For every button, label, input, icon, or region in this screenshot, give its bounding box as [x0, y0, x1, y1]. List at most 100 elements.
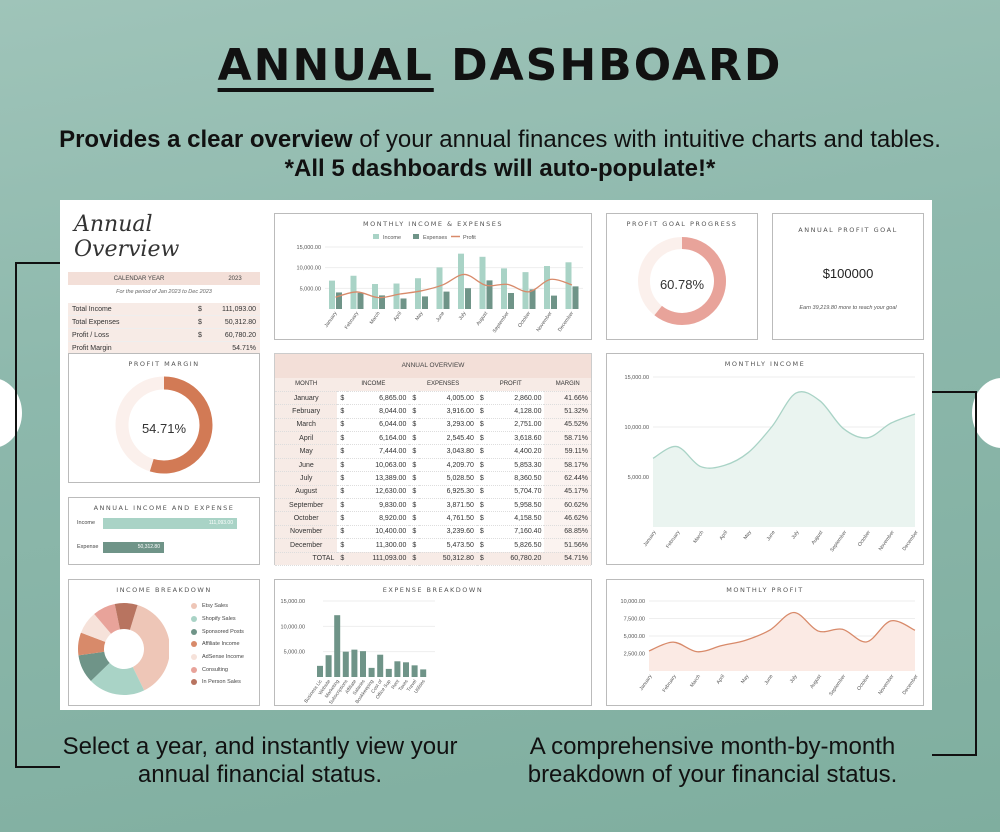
overview-row: Total Income $111,093.00: [68, 303, 260, 316]
table-cell-margin: 46.62%: [544, 511, 591, 526]
left-nav-circle[interactable]: [0, 378, 22, 448]
table-cell-currency: $: [476, 471, 487, 486]
table-cell-currency: $: [409, 511, 420, 526]
table-cell-month: February: [275, 404, 338, 419]
profit-goal-title: PROFIT GOAL PROGRESS: [626, 220, 738, 228]
annual-goal-value: $100000: [822, 266, 874, 281]
expense-bar: [336, 292, 342, 309]
table-cell-value: 5,704.70: [486, 485, 545, 500]
income-bar: [458, 253, 464, 309]
area-fill: [653, 391, 915, 527]
table-row: August $12,630.00 $6,925.30 $5,704.70 45.17%: [275, 485, 591, 500]
income-legend-label: Affiliate Income: [202, 641, 240, 648]
income-legend-item: Etsy Sales: [191, 600, 244, 613]
table-cell-currency: $: [337, 391, 348, 406]
x-tick-label: April: [718, 530, 729, 542]
annual-table-header-row: MONTH INCOME EXPENSES PROFIT MARGIN: [275, 378, 591, 392]
table-cell-currency: $: [337, 552, 348, 566]
table-total-margin: 54.71%: [544, 552, 591, 566]
y-tick-label: 10,000.00: [625, 425, 649, 431]
y-tick-label: 7,500.00: [624, 617, 645, 623]
table-row: September $9,830.00 $3,871.50 $5,958.50 60.6…: [275, 498, 591, 513]
table-cell-currency: $: [409, 404, 420, 419]
monthly-income-card: MONTHLY INCOME 15,000.00 10,000.00 5,000.0…: [606, 353, 924, 565]
right-callout-line-bottom: [932, 754, 977, 756]
income-legend-label: In Person Sales: [202, 679, 241, 686]
expense-bar: [394, 661, 401, 677]
y-tick-label: 10,000.00: [281, 624, 305, 630]
monthly-income-expenses-card: MONTHLY INCOME & EXPENSES 15,000.00 10,00…: [274, 213, 592, 340]
x-tick-label: April: [716, 674, 727, 686]
table-cell-currency: $: [409, 444, 420, 459]
income-bar: [565, 262, 572, 309]
y-tick-label: 2,500.00: [624, 652, 645, 658]
table-cell-currency: $: [409, 552, 420, 566]
y-tick-label: 5,000.00: [284, 650, 305, 656]
table-cell-value: 5,826.50: [486, 538, 545, 553]
dashboard-board: Annual Overview CALENDAR YEAR 2023 For t…: [60, 200, 932, 710]
income-legend-label: Shopify Sales: [202, 616, 236, 623]
x-tick-label: October: [857, 529, 872, 547]
monthly-income-chart: 15,000.00 10,000.00 5,000.00 January Februar…: [625, 375, 920, 553]
x-tick-label: February: [344, 310, 361, 330]
calendar-year-row[interactable]: CALENDAR YEAR 2023: [68, 272, 260, 285]
expense-breakdown-title: EXPENSE BREAKDOWN: [382, 586, 484, 594]
table-total-value: 60,780.20: [486, 552, 545, 566]
table-cell-currency: $: [337, 485, 348, 500]
table-total-value: 111,093.00: [347, 552, 410, 566]
table-cell-currency: $: [337, 444, 348, 459]
income-breakdown-card: INCOME BREAKDOWN Etsy Sales Shopify Sales…: [68, 579, 260, 706]
calendar-year-label: CALENDAR YEAR: [113, 275, 165, 282]
annual-table: MONTH INCOME EXPENSES PROFIT MARGIN January $6…: [275, 378, 591, 566]
x-tick-label: November: [877, 673, 895, 696]
income-expense-card: ANNUAL INCOME AND EXPENSE Income 111,093…: [68, 497, 260, 565]
table-cell-currency: $: [337, 525, 348, 540]
overview-row-value: 111,093.00: [222, 305, 256, 313]
table-cell-currency: $: [476, 552, 487, 566]
table-cell-margin: 41.66%: [544, 391, 591, 406]
area-line: [648, 611, 916, 653]
expense-bar: [508, 292, 514, 309]
table-cell-margin: 51.56%: [544, 538, 591, 553]
x-tick-label: March: [692, 530, 705, 545]
table-cell-value: 4,158.50: [486, 511, 545, 526]
overview-row-label: Profit Margin: [72, 344, 112, 352]
table-cell-month: November: [275, 525, 338, 540]
calendar-year-value[interactable]: 2023: [228, 275, 242, 282]
x-tick-label: October: [856, 673, 871, 691]
x-tick-label: May: [414, 310, 425, 322]
overview-summary: Annual Overview CALENDAR YEAR 2023 For t…: [68, 206, 260, 355]
expense-bar: [379, 295, 385, 309]
x-tick-label: September: [829, 529, 848, 553]
table-cell-currency: $: [337, 431, 348, 446]
income-legend-item: Affiliate Income: [191, 638, 244, 651]
income-bar: [393, 283, 400, 309]
x-tick-label: August: [811, 529, 825, 546]
table-total-row: TOTAL $111,093.00 $50,312.80 $60,780.20 54.7…: [275, 552, 591, 566]
subtitle: Provides a clear overview of your annual…: [40, 125, 960, 183]
table-cell-value: 4,400.20: [486, 444, 545, 459]
subtitle-bold-2: *All 5 dashboards will auto-populate!*: [284, 155, 716, 182]
title-part-dashboard: DASHBOARD: [433, 40, 783, 91]
table-cell-currency: $: [337, 458, 348, 473]
table-cell-currency: $: [337, 498, 348, 513]
y-tick-label: 10,000.00: [297, 266, 321, 272]
table-cell-currency: $: [337, 418, 348, 433]
x-tick-label: June: [763, 674, 774, 687]
monthly-profit-chart: 10,000.00 7,500.00 5,000.00 2,500.00 January…: [621, 599, 920, 697]
overview-row-label: Total Income: [72, 305, 112, 313]
table-row: January $6,865.00 $4,005.00 $2,860.00 41.66%: [275, 391, 591, 406]
profit-margin-donut: [115, 376, 213, 474]
table-cell-value: 12,630.00: [347, 485, 410, 500]
overview-row-currency: $: [198, 305, 202, 313]
table-cell-value: 4,761.50: [419, 511, 477, 526]
table-total-label: TOTAL: [275, 552, 338, 566]
x-tick-label: November: [535, 310, 553, 333]
table-cell-value: 7,160.40: [486, 525, 545, 540]
expense-bar: [325, 655, 332, 677]
x-tick-label: September: [828, 673, 847, 697]
table-row: May $7,444.00 $3,043.80 $4,400.20 59.11%: [275, 444, 591, 459]
table-cell-currency: $: [476, 498, 487, 513]
table-cell-value: 4,209.70: [419, 458, 477, 473]
x-tick-label: October: [517, 310, 532, 328]
